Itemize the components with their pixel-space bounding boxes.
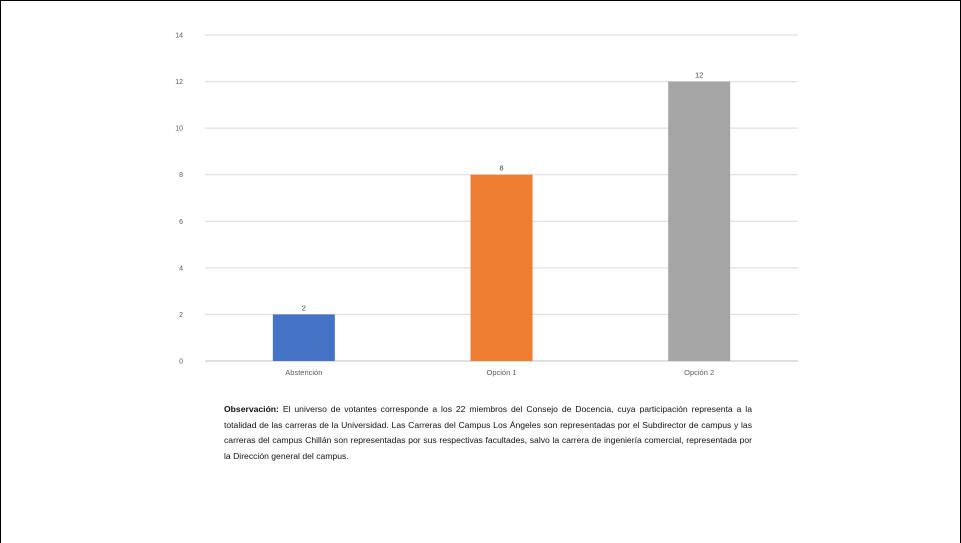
category-label: Opción 1 bbox=[486, 368, 516, 377]
bar-1 bbox=[272, 314, 335, 361]
observation-note: Observación: El universo de votantes cor… bbox=[224, 402, 752, 464]
data-label: 12 bbox=[695, 71, 703, 80]
data-label: 8 bbox=[499, 164, 503, 173]
observation-text: El universo de votantes corresponde a lo… bbox=[224, 404, 752, 461]
y-tick-label: 12 bbox=[175, 79, 183, 86]
y-tick-label: 6 bbox=[179, 219, 183, 226]
y-tick-label: 0 bbox=[179, 359, 183, 366]
bar-chart: 0 2 4 6 8 10 12 14 2 8 12 Abstención Opción 1 Opció… bbox=[175, 33, 798, 377]
data-label: 2 bbox=[302, 303, 306, 312]
y-tick-label: 8 bbox=[179, 172, 183, 179]
y-axis-ticks: 0 2 4 6 8 10 12 14 bbox=[175, 33, 183, 366]
x-axis-categories: Abstención Opción 1 Opción 2 bbox=[285, 368, 714, 377]
y-tick-label: 14 bbox=[175, 33, 183, 40]
observation-label: Observación: bbox=[224, 404, 279, 414]
y-tick-label: 2 bbox=[179, 312, 183, 319]
category-label: Abstención bbox=[285, 368, 322, 377]
y-tick-label: 4 bbox=[179, 265, 183, 272]
y-tick-label: 10 bbox=[175, 126, 183, 133]
bar-2 bbox=[470, 174, 533, 361]
bar-3 bbox=[668, 81, 731, 362]
data-labels: 2 8 12 bbox=[302, 71, 704, 313]
category-label: Opción 2 bbox=[684, 368, 714, 377]
bars bbox=[272, 81, 731, 362]
